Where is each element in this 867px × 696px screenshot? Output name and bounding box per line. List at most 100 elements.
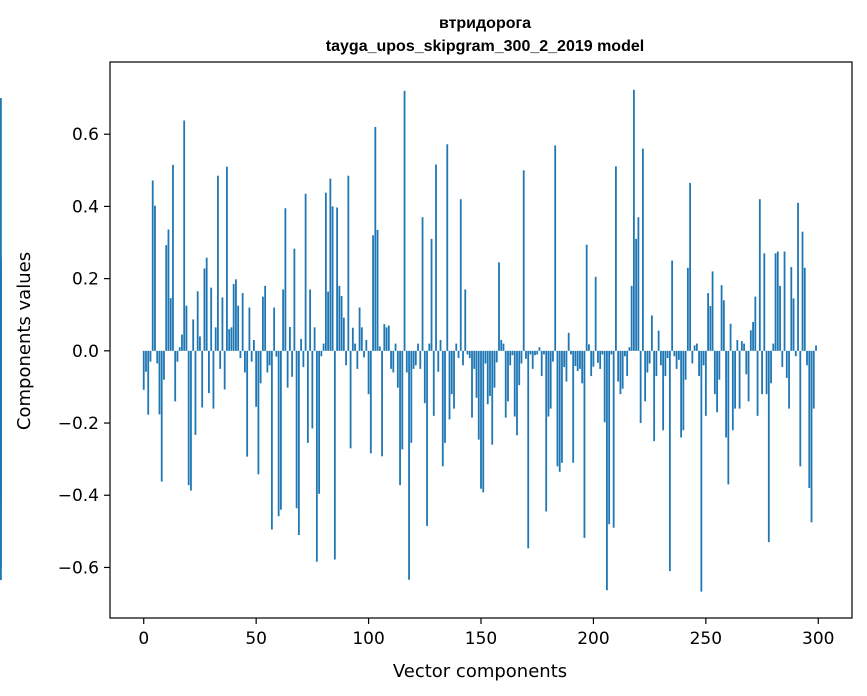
- bar: [756, 350, 759, 416]
- bar: [354, 343, 356, 351]
- bar: [151, 180, 154, 351]
- bar: [340, 295, 343, 351]
- bar: [167, 229, 170, 351]
- bar: [208, 350, 210, 394]
- bar: [711, 271, 714, 351]
- bar: [410, 350, 413, 443]
- y-tick-label: 0.2: [72, 270, 99, 290]
- bar: [439, 340, 442, 351]
- bar: [480, 350, 482, 489]
- bar: [655, 350, 658, 377]
- bar: [484, 350, 487, 364]
- bar: [666, 350, 669, 359]
- bar: [619, 350, 622, 395]
- y-tick-label: −0.4: [58, 486, 99, 506]
- bar: [720, 285, 723, 351]
- bar: [142, 350, 145, 390]
- bar: [585, 244, 588, 351]
- bar: [239, 350, 242, 359]
- bar: [383, 324, 386, 351]
- bar: [677, 350, 680, 360]
- bar: [453, 350, 455, 409]
- bar: [601, 350, 604, 355]
- bar: [320, 350, 323, 357]
- bar: [149, 350, 152, 362]
- bar: [563, 350, 566, 368]
- bar: [378, 346, 381, 351]
- bar: [610, 350, 613, 355]
- y-tick-label: −0.6: [58, 558, 99, 578]
- bar: [199, 336, 201, 351]
- bar: [309, 289, 312, 351]
- bar: [727, 350, 730, 485]
- bar: [729, 323, 732, 351]
- bar: [345, 350, 347, 366]
- bar: [172, 164, 174, 351]
- bar: [621, 350, 624, 389]
- bar: [313, 327, 316, 351]
- x-tick-label: 300: [802, 629, 834, 649]
- bar: [324, 192, 327, 351]
- bar: [295, 350, 298, 509]
- bar: [358, 307, 361, 351]
- bar: [650, 315, 653, 351]
- bar: [441, 350, 444, 467]
- bar: [450, 350, 453, 395]
- bar: [475, 350, 478, 398]
- bar: [617, 350, 620, 382]
- bar: [770, 350, 772, 384]
- bar: [417, 343, 419, 351]
- bar: [549, 350, 552, 409]
- bar: [232, 284, 235, 351]
- bar: [333, 350, 336, 560]
- bar: [507, 350, 509, 402]
- bar: [367, 350, 370, 395]
- bar: [356, 350, 359, 369]
- bar: [707, 293, 709, 351]
- bar: [543, 350, 545, 355]
- bar: [221, 297, 224, 351]
- bar: [686, 267, 689, 351]
- bar: [428, 343, 431, 351]
- bar: [201, 350, 204, 408]
- bar: [644, 350, 647, 402]
- x-axis-label: Vector components: [393, 661, 567, 682]
- bar: [163, 350, 165, 380]
- bar: [493, 350, 496, 388]
- bar: [365, 340, 368, 351]
- bar: [749, 330, 752, 351]
- bar: [302, 350, 305, 368]
- bar: [392, 350, 395, 373]
- bar: [525, 350, 527, 359]
- bar: [635, 238, 638, 351]
- bar: [165, 245, 168, 351]
- bar: [588, 344, 590, 351]
- bar: [785, 350, 788, 378]
- bar: [237, 305, 240, 351]
- bar: [266, 350, 269, 373]
- bar: [716, 350, 718, 413]
- bar: [783, 251, 786, 351]
- bar: [466, 350, 469, 355]
- bar: [390, 350, 392, 369]
- bar: [812, 350, 815, 409]
- bar: [396, 350, 399, 388]
- bar: [772, 343, 775, 351]
- bar: [338, 285, 341, 351]
- bar: [185, 305, 188, 351]
- bar: [311, 350, 314, 429]
- bar: [612, 350, 615, 528]
- bar: [725, 350, 727, 438]
- bar: [738, 350, 741, 409]
- bar: [792, 298, 795, 351]
- bar: [275, 350, 278, 357]
- bar: [351, 327, 354, 351]
- bar: [264, 285, 267, 351]
- bar: [306, 350, 309, 443]
- bar: [471, 350, 473, 418]
- bar: [482, 350, 485, 493]
- bar: [709, 306, 712, 351]
- bar: [722, 300, 725, 351]
- bar: [797, 202, 799, 351]
- bar: [257, 350, 260, 475]
